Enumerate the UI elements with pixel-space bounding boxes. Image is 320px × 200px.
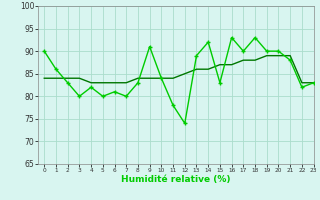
X-axis label: Humidité relative (%): Humidité relative (%) [121,175,231,184]
